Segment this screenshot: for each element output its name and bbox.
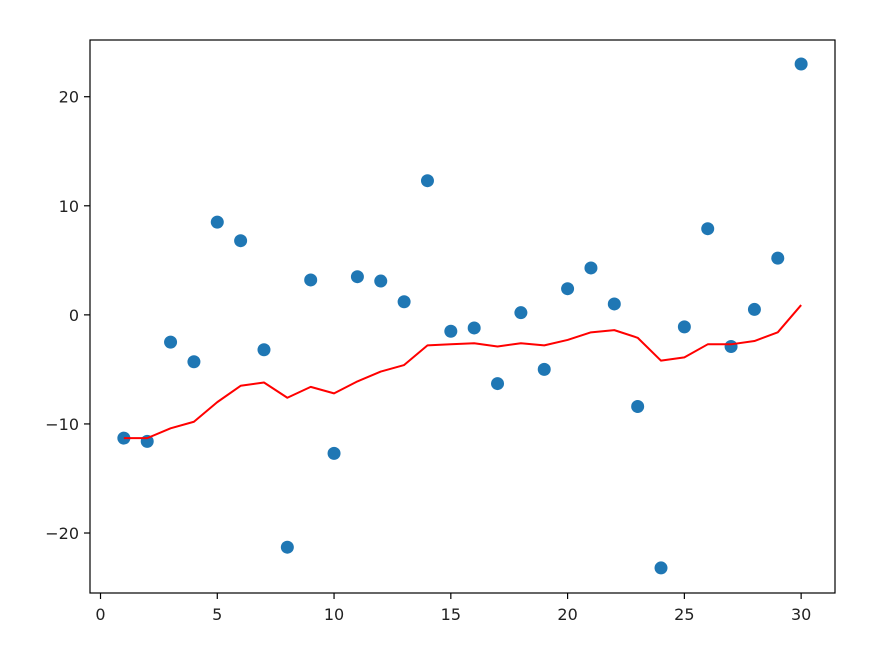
- scatter-point: [350, 270, 364, 284]
- scatter-point: [491, 377, 505, 391]
- x-tick-label: 0: [95, 605, 105, 624]
- scatter-point: [257, 343, 271, 357]
- x-axis: 0 5 10 15 20 25 30: [95, 593, 811, 624]
- x-tick-label: 30: [791, 605, 811, 624]
- y-tick-label: 20: [59, 88, 79, 107]
- y-tick-label: 10: [59, 197, 79, 216]
- y-tick-label: 0: [69, 306, 79, 325]
- scatter-point: [654, 561, 668, 575]
- scatter-point: [327, 446, 341, 460]
- scatter-point: [561, 282, 575, 296]
- x-tick-label: 25: [674, 605, 694, 624]
- scatter-point: [724, 340, 738, 353]
- scatter-point: [164, 335, 178, 349]
- scatter-point: [397, 295, 411, 309]
- scatter-point: [514, 306, 528, 320]
- scatter-point: [747, 302, 761, 316]
- scatter-point: [584, 261, 598, 275]
- scatter-point: [467, 321, 481, 335]
- scatter-point: [607, 297, 621, 311]
- axes-frame: [89, 39, 836, 594]
- scatter-point: [444, 324, 458, 338]
- scatter-point: [304, 273, 318, 287]
- scatter-point: [677, 320, 691, 334]
- x-tick-label: 15: [441, 605, 461, 624]
- scatter-point: [537, 362, 551, 376]
- scatter-point: [631, 399, 645, 413]
- scatter-point: [374, 274, 388, 288]
- scatter-point: [420, 174, 434, 188]
- scatter-point: [771, 251, 785, 265]
- scatter-point: [701, 222, 715, 236]
- scatter-point: [280, 540, 294, 554]
- x-tick-label: 5: [212, 605, 222, 624]
- plot-area: [117, 57, 808, 575]
- x-tick-label: 10: [324, 605, 344, 624]
- scatter-point: [794, 57, 808, 71]
- scatter-point: [210, 215, 224, 229]
- series-line: [123, 304, 802, 440]
- scatter-point: [234, 234, 248, 248]
- y-tick-label: −10: [45, 415, 79, 434]
- y-tick-label: −20: [45, 524, 79, 543]
- y-axis: −20 −10 0 10 20: [45, 88, 90, 543]
- x-tick-label: 20: [557, 605, 577, 624]
- scatter-point: [187, 355, 201, 369]
